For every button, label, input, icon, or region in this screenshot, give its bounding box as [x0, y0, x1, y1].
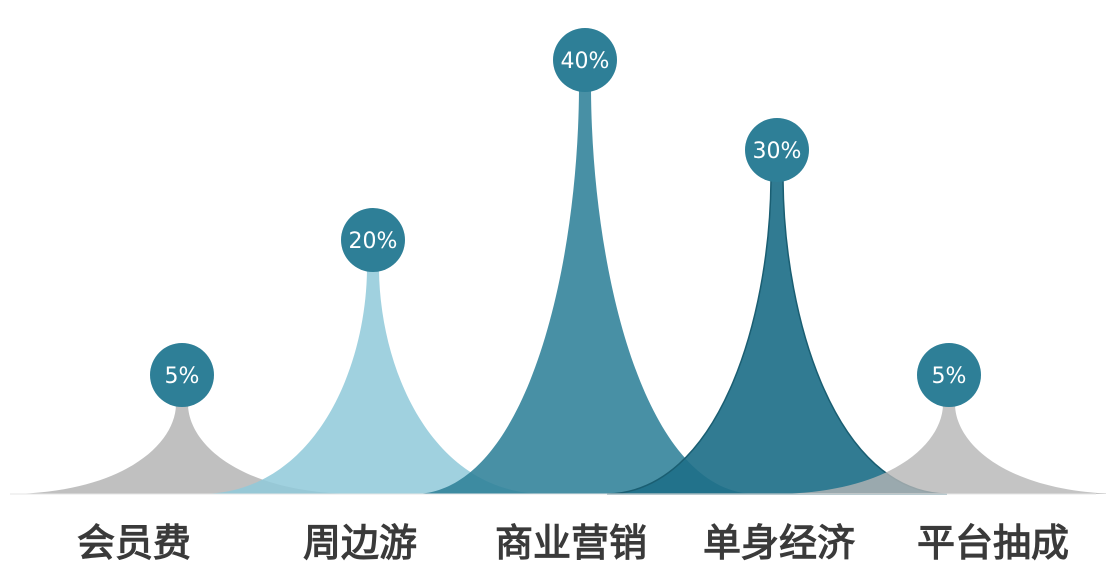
value-label-5: 5%	[932, 364, 967, 389]
peak-1	[12, 405, 352, 494]
category-label-3: 商业营销	[495, 521, 647, 565]
peak-2	[203, 270, 543, 494]
value-label-2: 20%	[349, 229, 398, 254]
category-label-4: 单身经济	[703, 521, 856, 565]
value-badge-3	[553, 28, 617, 92]
value-badge-2	[341, 208, 405, 272]
category-label-1: 会员费	[77, 521, 191, 565]
category-label-2: 周边游	[303, 521, 417, 565]
peak-3	[415, 90, 755, 494]
value-label-1: 5%	[165, 364, 200, 389]
peaks-layer	[12, 90, 1106, 495]
badges-layer: 5% 20% 40% 30% 5%	[150, 28, 981, 407]
value-label-3: 40%	[561, 49, 610, 74]
peak-5	[779, 405, 1106, 494]
value-badge-4	[745, 118, 809, 182]
category-labels-layer: 会员费 周边游 商业营销 单身经济 平台抽成	[77, 521, 1069, 565]
value-label-4: 30%	[753, 139, 802, 164]
value-badge-1	[150, 343, 214, 407]
category-label-5: 平台抽成	[917, 521, 1069, 565]
value-badge-5	[917, 343, 981, 407]
